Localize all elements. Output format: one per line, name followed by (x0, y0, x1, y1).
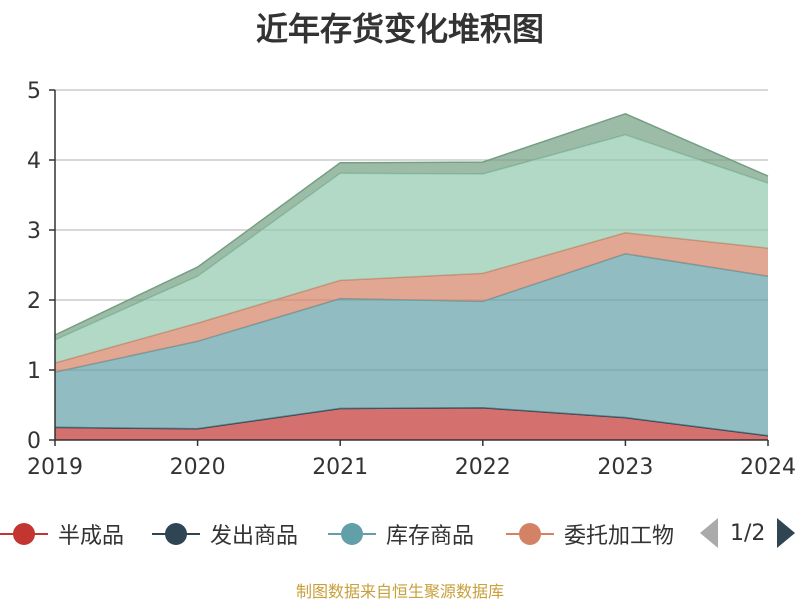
x-tick-label: 2022 (455, 455, 511, 480)
y-tick-label: 4 (27, 149, 41, 174)
legend: 半成品 发出商品 库存商品 委托加工物 (0, 514, 800, 554)
x-tick-label: 2023 (597, 455, 653, 480)
y-tick-label: 5 (27, 79, 41, 104)
legend-label: 委托加工物 (564, 524, 675, 549)
x-tick-label: 2021 (312, 455, 368, 480)
area-库存商品 (55, 253, 768, 436)
line-周转材料 (54, 112, 769, 336)
next-page-icon[interactable] (777, 518, 796, 548)
prev-page-icon[interactable] (700, 518, 718, 548)
legend-page-indicator: 1/2 (730, 520, 766, 546)
legend-marker (506, 522, 554, 546)
y-tick-label: 2 (27, 289, 41, 314)
legend-item-consigned-processing[interactable]: 委托加工物 (506, 514, 674, 554)
legend-label: 发出商品 (210, 524, 299, 549)
legend-marker (0, 522, 48, 546)
area-原材料 (55, 134, 768, 363)
legend-pager: 1/2 (700, 518, 796, 548)
area-series (54, 112, 769, 440)
legend-label: 库存商品 (386, 524, 475, 549)
y-tick-label: 3 (27, 219, 41, 244)
x-tick-label: 2024 (740, 455, 796, 480)
y-tick-label: 1 (27, 359, 41, 384)
legend-item-inventory-goods[interactable]: 库存商品 (328, 514, 474, 554)
legend-label: 半成品 (58, 524, 125, 549)
legend-marker (152, 522, 200, 546)
legend-item-semi-finished[interactable]: 半成品 (0, 514, 124, 554)
x-tick-label: 2020 (170, 455, 226, 480)
data-source-note: 制图数据来自恒生聚源数据库 (295, 582, 504, 601)
chart-title: 近年存货变化堆积图 (255, 10, 544, 48)
legend-item-goods-shipped[interactable]: 发出商品 (152, 514, 298, 554)
axes: 0 1 2 3 4 5 2019 2020 2021 2022 2023 2024 (27, 79, 796, 480)
y-tick-label: 0 (27, 429, 41, 454)
legend-marker (328, 522, 376, 546)
x-tick-label: 2019 (27, 455, 83, 480)
area-委托加工物资 (55, 232, 768, 373)
